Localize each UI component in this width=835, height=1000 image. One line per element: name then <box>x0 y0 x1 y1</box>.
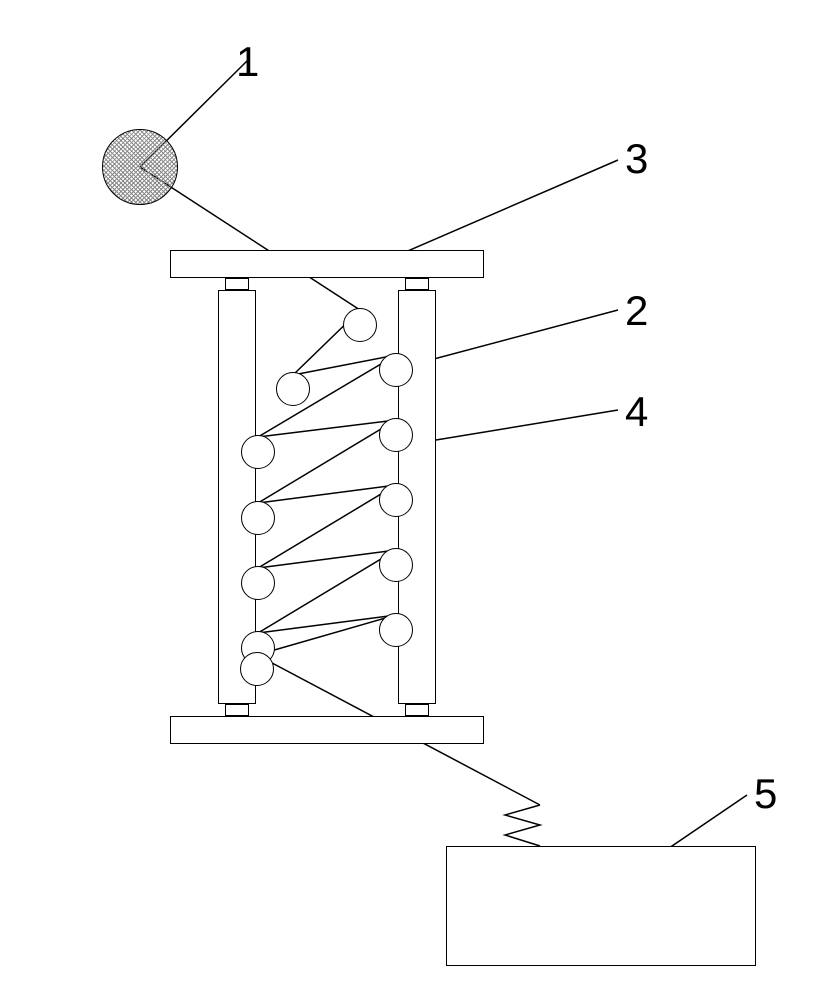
label-1: 1 <box>236 38 259 86</box>
zigzag-spring <box>505 805 540 846</box>
pulley-0 <box>343 308 377 342</box>
pulley-6 <box>379 483 413 517</box>
support-bottom-left <box>225 704 249 716</box>
pulley-4 <box>379 418 413 452</box>
label-3: 3 <box>625 135 648 183</box>
diagram-container: 1 3 2 4 5 <box>0 0 835 1000</box>
pulley-10 <box>379 613 413 647</box>
support-bottom-right <box>405 704 429 716</box>
ball-1 <box>102 129 178 205</box>
box-5 <box>446 846 756 966</box>
pulley-1 <box>276 372 310 406</box>
bottom-plate <box>170 716 484 744</box>
pulley-2 <box>379 353 413 387</box>
label-5: 5 <box>754 770 777 818</box>
pulley-8 <box>379 548 413 582</box>
support-top-right <box>405 278 429 290</box>
support-top-left <box>225 278 249 290</box>
pulley-5 <box>241 501 275 535</box>
pulley-7 <box>241 566 275 600</box>
pulley-3 <box>241 435 275 469</box>
top-plate-3 <box>170 250 484 278</box>
label-2: 2 <box>625 287 648 335</box>
label-4: 4 <box>625 388 648 436</box>
pulley-11 <box>240 652 274 686</box>
